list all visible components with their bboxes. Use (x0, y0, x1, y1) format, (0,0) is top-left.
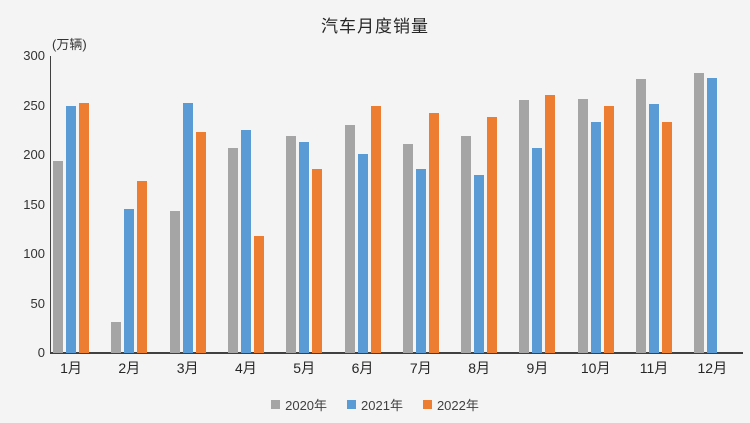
bar-2020年-9月 (519, 99, 530, 353)
bar-2020年-10月 (577, 98, 588, 353)
bar-2022年-6月 (370, 105, 381, 353)
bar-2021年-10月 (590, 122, 601, 353)
bar-2022年-10月 (603, 105, 614, 353)
bar-2020年-7月 (402, 144, 413, 353)
y-axis-line (50, 56, 51, 353)
bar-2022年-4月 (253, 236, 264, 353)
x-tick-4月: 4月 (234, 360, 257, 376)
bar-2022年-5月 (312, 168, 323, 353)
x-tick-2月: 2月 (118, 360, 141, 376)
x-tick-11月: 11月 (639, 360, 669, 376)
x-tick-3月: 3月 (176, 360, 199, 376)
legend-swatch-2021 (347, 399, 357, 409)
x-tick-9月: 9月 (526, 360, 549, 376)
bar-2020年-5月 (286, 136, 297, 353)
bar-2020年-8月 (461, 136, 472, 353)
bar-2020年-11月 (636, 78, 646, 353)
bar-2020年-6月 (344, 125, 355, 353)
x-tick-1月: 1月 (60, 360, 82, 376)
bar-2021年-4月 (240, 130, 251, 353)
y-tick-300: 300 (23, 48, 45, 63)
x-tick-7月: 7月 (409, 360, 432, 376)
legend-item-2020: 2020年 (271, 395, 327, 414)
bar-2022年-8月 (487, 117, 498, 353)
bar-2021年-12月 (707, 77, 718, 353)
legend-label-2020: 2020年 (285, 397, 328, 413)
y-tick-150: 150 (23, 196, 45, 212)
bar-2022年-2月 (137, 180, 148, 353)
x-axis-line (50, 352, 743, 354)
x-tick-6月: 6月 (351, 360, 374, 376)
y-tick-250: 250 (23, 97, 45, 113)
bar-2022年-3月 (195, 132, 206, 353)
bar-2020年-4月 (227, 148, 238, 353)
y-tick-200: 200 (23, 147, 45, 162)
bar-2022年-7月 (428, 113, 439, 353)
x-tick-5月: 5月 (293, 360, 316, 376)
bar-2020年-1月 (53, 160, 63, 353)
legend-label-2022: 2022年 (436, 397, 479, 413)
bar-2020年-12月 (694, 72, 705, 353)
y-tick-0: 0 (37, 345, 45, 360)
bar-2020年-3月 (169, 211, 180, 353)
x-tick-8月: 8月 (468, 360, 490, 376)
legend-item-2022: 2022年 (422, 395, 479, 414)
bar-2021年-11月 (649, 103, 659, 353)
bar-2021年-3月 (182, 102, 193, 353)
bar-2022年-1月 (79, 102, 89, 353)
bar-2021年-2月 (124, 209, 135, 353)
legend-item-2021: 2021年 (347, 395, 403, 414)
x-tick-10月: 10月 (580, 360, 611, 376)
y-tick-50: 50 (30, 295, 45, 311)
legend: 2020年 2021年 2022年 (0, 395, 750, 413)
legend-label-2021: 2021年 (361, 397, 403, 413)
bar-2022年-11月 (662, 122, 672, 353)
legend-swatch-2022 (422, 399, 432, 409)
bar-2021年-5月 (299, 142, 310, 353)
bar-2020年-2月 (111, 322, 122, 353)
bar-2021年-9月 (532, 148, 543, 353)
bar-2021年-8月 (474, 174, 485, 353)
x-tick-12月: 12月 (697, 360, 728, 376)
chart-title: 汽车月度销量 (321, 17, 429, 37)
bar-2021年-7月 (415, 168, 426, 353)
bar-2022年-9月 (545, 94, 556, 353)
bar-2021年-1月 (66, 105, 76, 353)
legend-swatch-2020 (271, 399, 281, 409)
y-tick-100: 100 (23, 246, 45, 261)
bar-2021年-6月 (357, 154, 368, 353)
y-axis-unit-label: (万辆) (52, 37, 87, 52)
